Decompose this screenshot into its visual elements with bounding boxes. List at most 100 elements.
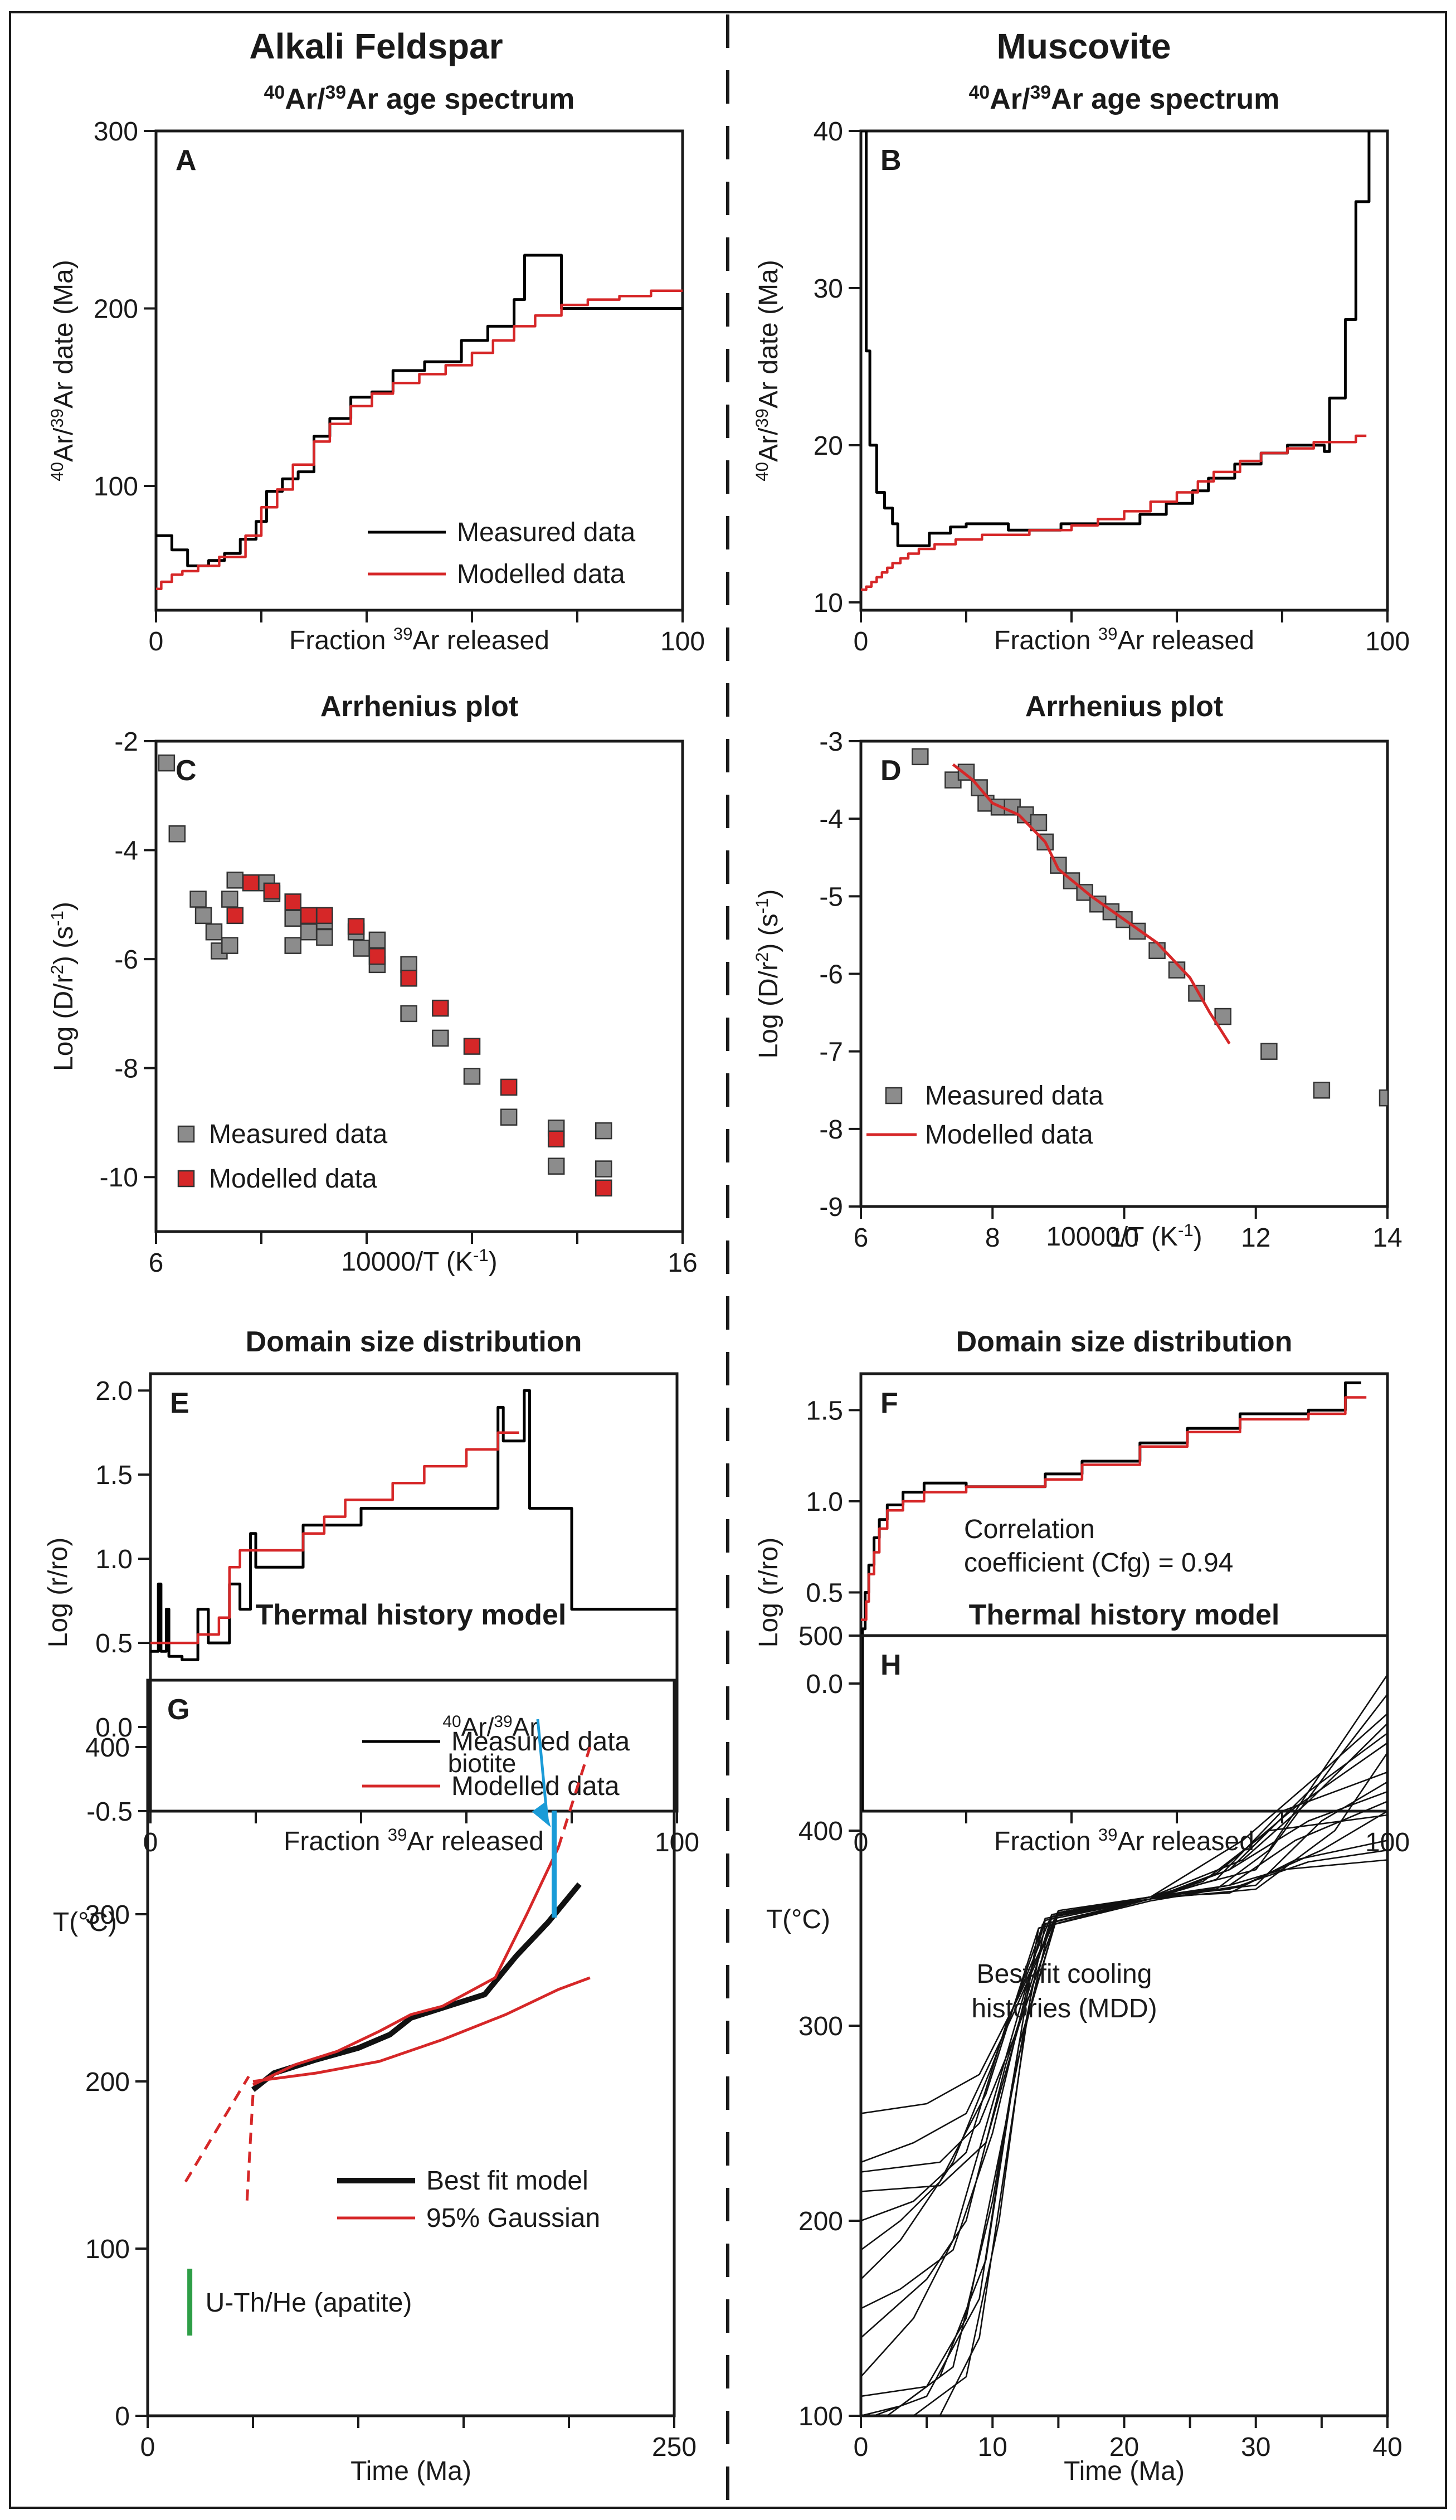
data-point: [1379, 1089, 1387, 1107]
annotation-line1: Best-fit cooling: [977, 1959, 1152, 1989]
y-axis-label-part: ) (s: [49, 926, 79, 965]
x-axis-label: Fraction 39Ar released: [284, 1825, 544, 1856]
panel-d: Arrhenius plot 6 8 10 12 14 -3 -4 -5 -6 -7 -8 -9 1000…: [752, 690, 1402, 1253]
x-axis-label-part: Fraction: [994, 1827, 1098, 1856]
data-point: [463, 1068, 481, 1085]
plot-area: [184, 1747, 592, 2207]
y-axis-label-part: ): [49, 902, 79, 911]
plot-area: [150, 1389, 677, 1661]
chart-title-part: 39: [325, 82, 346, 103]
y-tick-label: 10: [814, 588, 843, 618]
legend-label: Best fit model: [426, 2166, 588, 2196]
panel-label: G: [167, 1694, 189, 1726]
x-axis-label-part: Ar released: [407, 1827, 543, 1856]
y-tick-label: 200: [85, 2067, 130, 2097]
data-point: [205, 923, 223, 941]
data-point: [284, 937, 301, 954]
data-point: [316, 907, 333, 925]
data-point: [500, 1078, 518, 1096]
y-axis-label: Log (r/ro): [754, 1538, 783, 1647]
x-tick-label: 0: [854, 627, 869, 656]
series-history-2: [861, 1771, 1387, 2222]
chart-title-part: 40: [264, 82, 285, 103]
panel-label: C: [176, 755, 197, 787]
x-axis-label: Time (Ma): [350, 2456, 471, 2486]
series-95-gaussian-lower: [252, 1976, 591, 2083]
y-axis-label-part: Ar date (Ma): [754, 260, 783, 408]
y-tick-label: 2.0: [95, 1376, 133, 1406]
x-tick-label: 10: [978, 2433, 1007, 2462]
y-axis-label: Log (r/ro): [43, 1538, 73, 1647]
x-axis-label: Time (Ma): [1064, 2456, 1185, 2486]
y-tick-label: 20: [814, 431, 843, 461]
x-axis-label-part: -1: [473, 1246, 489, 1265]
series-modelled-data: [861, 434, 1367, 591]
series-measured-data: [861, 131, 1371, 547]
x-axis-label-part: ): [1194, 1222, 1202, 1252]
y-axis-label-part: ): [754, 889, 783, 898]
data-point: [912, 748, 929, 766]
y-axis-label-part: Ar date (Ma): [49, 260, 79, 408]
y-tick-label: 500: [798, 1622, 843, 1651]
x-axis-label-part: Fraction: [284, 1827, 388, 1856]
chart-title-part: Ar/: [285, 83, 325, 115]
series-measured-data: [150, 1389, 677, 1661]
plot-frame: [154, 129, 684, 612]
series-modelled-data: [150, 1431, 519, 1645]
x-tick-label: 30: [1241, 2433, 1270, 2462]
x-axis-label-part: 39: [388, 1825, 407, 1845]
chart-title: Arrhenius plot: [1025, 690, 1223, 723]
figure-border: [9, 11, 1447, 2509]
data-point: [168, 825, 186, 843]
plot-frame: [859, 1634, 1389, 2417]
y-axis-label: Log (D/r2) (s-1): [752, 889, 783, 1059]
y-axis-label-part: 2: [752, 952, 772, 962]
plot-frame: [154, 740, 684, 1233]
data-point: [353, 940, 370, 957]
x-axis-label: 10000/T (K-1): [1046, 1220, 1202, 1252]
biotite-callout-part: 39: [494, 1713, 512, 1731]
y-axis-label-part: Log (D/r: [49, 974, 79, 1071]
column-title-right: Muscovite: [997, 26, 1171, 66]
y-tick-label: 300: [798, 2012, 843, 2041]
data-point: [400, 970, 417, 987]
annotation-line2: coefficient (Cfg) = 0.94: [964, 1548, 1233, 1578]
biotite-callout-part: 40: [442, 1713, 461, 1731]
chart-title-part: 39: [1030, 82, 1051, 103]
panel-label: E: [170, 1387, 189, 1419]
series-modelled-data: [226, 874, 612, 1197]
y-tick-label: 1.5: [95, 1461, 133, 1490]
y-tick-label: -9: [819, 1193, 843, 1222]
series-history-8: [874, 1849, 1387, 2416]
chart-title: Arrhenius plot: [320, 690, 518, 723]
data-point: [1313, 1082, 1331, 1099]
panel-label: B: [880, 144, 902, 177]
x-axis-label-part: 39: [393, 624, 413, 644]
data-point: [1214, 1008, 1231, 1025]
x-tick-label: 14: [1372, 1223, 1402, 1253]
x-tick-label: 8: [985, 1223, 1000, 1253]
annotation-line2: histories (MDD): [971, 1994, 1157, 2023]
chart-title-part: 40: [969, 82, 990, 103]
y-tick-label: 300: [94, 117, 138, 147]
series-modelled-data: [952, 763, 1231, 1045]
data-point: [500, 1108, 518, 1126]
data-point: [432, 1029, 449, 1047]
chart-title: Thermal history model: [256, 1599, 567, 1631]
y-tick-label: -0.5: [86, 1797, 133, 1827]
y-axis-label: T(°C): [766, 1905, 830, 1934]
data-point: [300, 923, 318, 941]
x-tick-label: 0: [149, 627, 164, 656]
series-measured-data: [861, 1381, 1361, 1811]
panel-label: H: [880, 1649, 902, 1681]
annotation-line1: Correlation: [964, 1515, 1095, 1544]
y-tick-label: -4: [114, 836, 138, 866]
y-tick-label: 200: [94, 295, 138, 324]
legend-swatch: [885, 1087, 903, 1105]
y-tick-label: 1.5: [806, 1396, 843, 1426]
x-axis-label-part: 10000/T (K: [1046, 1222, 1178, 1252]
